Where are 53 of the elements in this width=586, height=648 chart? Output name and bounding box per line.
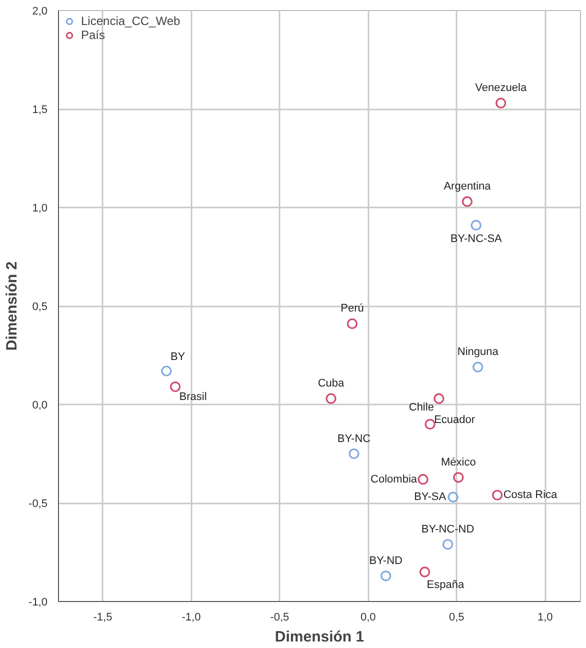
point: [470, 220, 482, 231]
annotation: Venezuela: [475, 82, 528, 94]
annotation: México: [440, 456, 476, 468]
point: [326, 393, 336, 404]
annotation: BY: [170, 351, 186, 364]
x-tick-label: 1,0: [537, 612, 553, 624]
annotation: BY-NC-ND: [421, 523, 474, 536]
y-tick-label: 0,5: [32, 301, 48, 313]
x-axis-title: Dimensión 1: [274, 628, 364, 646]
y-tick-label: 1,0: [32, 202, 48, 214]
point: [434, 393, 444, 404]
y-tick-label: 2,0: [32, 6, 48, 18]
legend-label: Licencia_CC_Web: [81, 14, 180, 28]
point: [448, 492, 458, 502]
legend-label: País: [81, 28, 106, 42]
annotation: Argentina: [444, 180, 492, 193]
point: [442, 539, 454, 550]
y-tick-label: 0,0: [32, 400, 48, 412]
point: [472, 362, 484, 372]
x-tick-label: -0,5: [270, 612, 290, 624]
annotation: Ecuador: [434, 414, 476, 426]
x-tick-label: 0,0: [360, 612, 376, 624]
x-tick-label: -1,0: [182, 612, 201, 624]
annotation: Cuba: [318, 378, 346, 390]
annotation: BY-NC-SA: [450, 233, 503, 246]
point: [496, 98, 506, 108]
annotation: Perú: [340, 302, 364, 315]
annotation: BY-NC: [337, 432, 371, 445]
y-tick-label: 1,5: [32, 104, 48, 116]
point: [424, 418, 436, 430]
y-tick-label: -1,0: [28, 596, 48, 608]
annotation: España: [426, 578, 465, 591]
annotation: Brasil: [179, 390, 207, 403]
y-axis-title: Dimensión 2: [4, 261, 21, 351]
point: [418, 474, 428, 485]
point: [453, 472, 464, 483]
point: [380, 570, 392, 582]
point: [419, 566, 430, 578]
point: [161, 366, 172, 376]
point: [170, 381, 181, 392]
point: [462, 196, 473, 207]
point: [346, 318, 358, 330]
annotation: Costa Rica: [503, 489, 558, 502]
y-tick-label: -0,5: [28, 498, 48, 510]
annotation: Chile: [408, 402, 434, 414]
annotation: BY-ND: [369, 554, 403, 567]
point: [348, 448, 360, 460]
annotation: Ninguna: [457, 346, 500, 358]
x-tick-label: 0,5: [448, 612, 464, 624]
annotation: BY-SA: [414, 491, 447, 504]
annotation: Colombia: [370, 473, 418, 486]
x-tick-label: -1,5: [93, 612, 112, 624]
point: [492, 490, 503, 500]
